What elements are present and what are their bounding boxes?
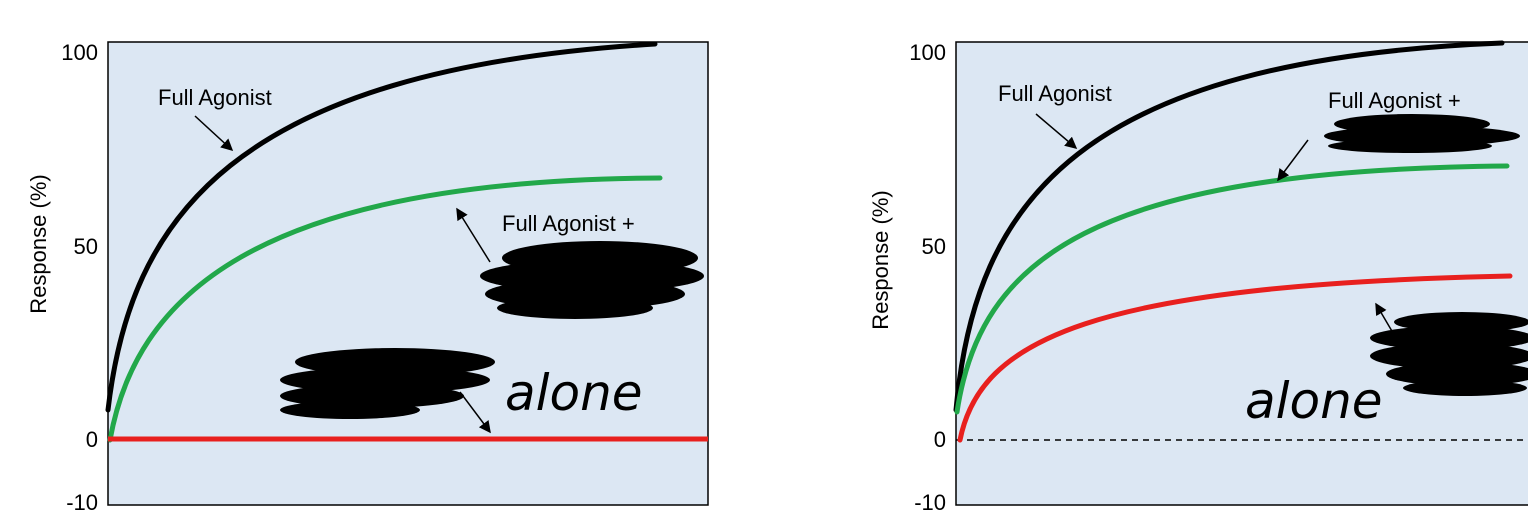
alone-arrow-right	[1375, 302, 1397, 339]
y-tick-50-right: 50	[922, 234, 946, 259]
redaction-scribble-right-2	[1370, 312, 1528, 396]
y-tick-50-left: 50	[74, 234, 98, 259]
agonist-plus-curve-right	[954, 163, 1510, 415]
y-tick-0-right: 0	[934, 427, 946, 452]
y-tick-0-left: 0	[86, 427, 98, 452]
agonist-plus-label-right: Full Agonist +	[1328, 88, 1461, 113]
agonist-plus-label-left: Full Agonist +	[502, 211, 635, 236]
y-tick-neg10-left: -10	[66, 490, 98, 515]
full-agonist-curve-right	[953, 40, 1505, 413]
y-axis-label-right: Response (%)	[868, 190, 893, 329]
handwritten-alone-right: alone	[1245, 372, 1383, 430]
full-agonist-curve-left	[105, 41, 658, 413]
handwritten-alone-left: alone	[505, 364, 643, 422]
full-agonist-label-left: Full Agonist	[158, 85, 272, 110]
y-tick-neg10-right: -10	[914, 490, 946, 515]
chart-right: Response (%) 100 50 0 -10 Full Agonist F…	[868, 40, 1528, 515]
redaction-scribble-left-1	[480, 241, 704, 319]
full-agonist-label-right: Full Agonist	[998, 81, 1112, 106]
agonist-plus-curve-left	[107, 175, 663, 443]
redaction-scribble-left-2	[280, 348, 495, 419]
agonist-plus-arrow-right	[1277, 139, 1309, 182]
chart-left: Response (%) 100 50 0 -10 Full Agonist F…	[26, 40, 709, 515]
full-agonist-arrow-left	[194, 115, 234, 152]
alone-arrow-left	[459, 391, 491, 434]
alone-curve-right	[957, 273, 1513, 443]
y-tick-100-left: 100	[61, 40, 98, 65]
redaction-scribble-right-1	[1324, 114, 1520, 153]
y-axis-label-left: Response (%)	[26, 174, 51, 313]
full-agonist-arrow-right	[1035, 113, 1078, 149]
y-tick-100-right: 100	[909, 40, 946, 65]
agonist-plus-arrow-left	[456, 207, 491, 263]
